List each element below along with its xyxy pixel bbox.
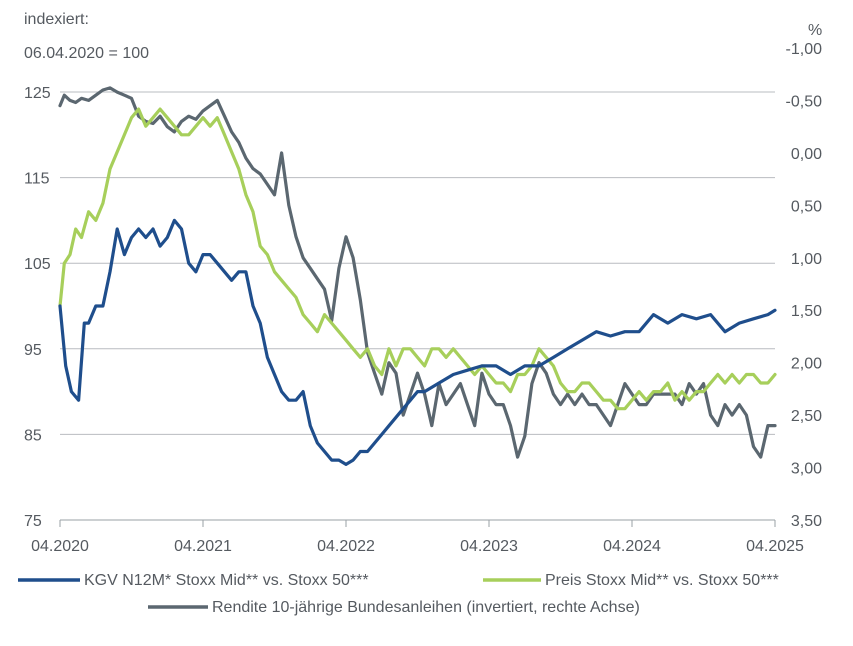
x-tick-label: 04.2021 — [174, 538, 232, 555]
right-axis: -1,00 -0,50 0,00 0,50 1,00 1,50 2,00 2,50 3,00 3,… — [786, 41, 823, 530]
right-tick-label: -1,00 — [786, 41, 823, 58]
left-tick-label: 115 — [24, 171, 50, 188]
right-tick-label: 2,00 — [791, 356, 822, 373]
legend-item-kgv-label: KGV N12M* Stoxx Mid** vs. Stoxx 50*** — [84, 572, 369, 589]
right-tick-label: 0,00 — [791, 146, 822, 163]
x-tick-label: 04.2020 — [31, 538, 89, 555]
legend: KGV N12M* Stoxx Mid** vs. Stoxx 50*** Pre… — [18, 572, 779, 616]
series-line-kgv — [58, 218, 777, 466]
left-axis-label-line1: indexiert: — [24, 11, 89, 28]
series-line-preis — [58, 107, 777, 411]
grid-lines — [60, 91, 775, 521]
series-lines — [58, 86, 777, 466]
left-tick-label: 105 — [24, 256, 51, 273]
x-tick-label: 04.2025 — [746, 538, 804, 555]
right-tick-label: 1,50 — [791, 303, 822, 320]
right-tick-label: 3,50 — [791, 513, 822, 530]
x-axis: 04.2020 04.2021 04.2022 04.2023 04.2024 04.20… — [31, 520, 804, 555]
left-tick-label: 75 — [24, 513, 42, 530]
x-tick-label: 04.2022 — [317, 538, 375, 555]
right-tick-label: 1,00 — [791, 251, 822, 268]
legend-item-rendite-label: Rendite 10-jährige Bundesanleihen (inver… — [212, 599, 640, 616]
right-tick-label: -0,50 — [786, 93, 823, 110]
right-tick-label: 2,50 — [791, 408, 822, 425]
x-tick-label: 04.2024 — [603, 538, 661, 555]
x-tick-label: 04.2023 — [460, 538, 518, 555]
left-tick-label: 125 — [24, 85, 51, 102]
left-tick-label: 95 — [24, 342, 42, 359]
left-axis-label-line2: 06.04.2020 = 100 — [24, 45, 149, 62]
left-axis: 125 115 105 95 85 75 — [24, 85, 51, 530]
left-tick-label: 85 — [24, 427, 42, 444]
series-line-rendite — [58, 86, 777, 459]
right-tick-label: 0,50 — [791, 198, 822, 215]
right-tick-label: 3,00 — [791, 461, 822, 478]
right-axis-unit: % — [808, 22, 822, 39]
legend-item-preis-label: Preis Stoxx Mid** vs. Stoxx 50*** — [545, 572, 779, 589]
